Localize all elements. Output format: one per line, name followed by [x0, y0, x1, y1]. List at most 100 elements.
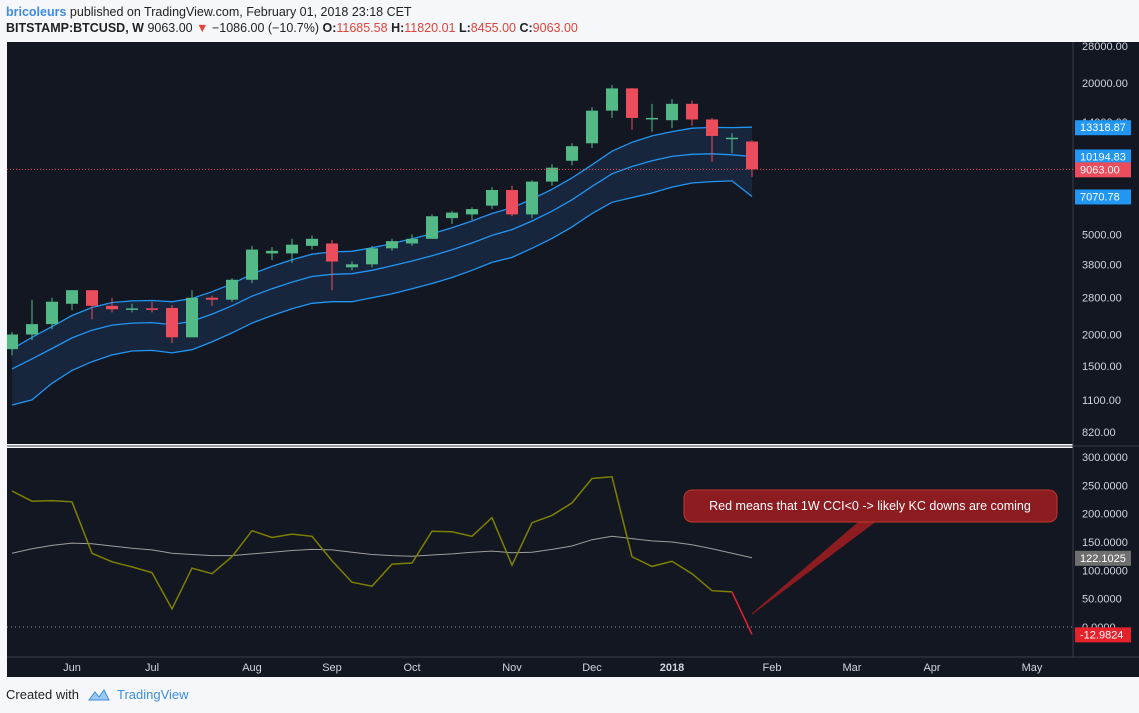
- publish-info: published on TradingView.com, February 0…: [69, 5, 412, 19]
- ohlc-line: BITSTAMP:BTCUSD, W 9063.00 ▼ −1086.00 (−…: [6, 20, 578, 36]
- kc-lower-line: [11, 180, 753, 406]
- cci-line: [11, 475, 733, 611]
- price-tick-label: 28000.00: [1082, 41, 1128, 53]
- close-label: C:: [519, 21, 533, 35]
- candle-body: [586, 110, 598, 144]
- candle-body: [186, 297, 198, 338]
- cci-tick-label: 150.0000: [1082, 537, 1128, 549]
- price-tick-label: 1100.00: [1082, 395, 1121, 407]
- kc-upper-value-label: 13318.87: [1080, 122, 1126, 134]
- candle-body: [686, 103, 698, 120]
- last-price-label: 9063.00: [1080, 164, 1120, 176]
- cci-tick-label: 200.0000: [1082, 509, 1128, 521]
- tradingview-link[interactable]: TradingView: [87, 687, 189, 702]
- kc-upper-value-label-bg: [1075, 120, 1131, 136]
- chart-header: bricoleurs published on TradingView.com,…: [6, 4, 578, 36]
- last-price: 9063.00: [147, 21, 193, 35]
- candle-body: [706, 119, 718, 136]
- time-tick-label: Jul: [145, 662, 159, 674]
- time-tick-label: 2018: [660, 662, 684, 674]
- time-tick-label: Sep: [322, 662, 342, 674]
- cci-tick-label: 250.0000: [1082, 480, 1128, 492]
- price-tick-label: 1500.00: [1082, 361, 1122, 373]
- candle-body: [486, 190, 498, 206]
- publish-line: bricoleurs published on TradingView.com,…: [6, 4, 578, 20]
- open-value: 11685.58: [336, 21, 388, 35]
- kc-middle-value-label: 10194.83: [1080, 151, 1126, 163]
- cci-ma-value-bg: [1075, 550, 1131, 566]
- candle-body: [606, 88, 618, 111]
- time-tick-label: Aug: [242, 662, 262, 674]
- price-series: [7, 84, 758, 406]
- candle-body: [526, 181, 538, 215]
- cci-tick-label: 50.0000: [1082, 594, 1122, 606]
- price-tick-label: 3800.00: [1082, 259, 1122, 271]
- candle-body: [646, 117, 658, 120]
- candle-body: [266, 250, 278, 254]
- candle-body: [466, 209, 478, 215]
- cci-ma-value-label: 122.1025: [1080, 553, 1126, 565]
- candle-body: [206, 297, 218, 300]
- high-label: H:: [391, 21, 405, 35]
- candle-body: [126, 308, 138, 310]
- price-tick-label: 2800.00: [1082, 293, 1122, 305]
- candle-body: [86, 290, 98, 306]
- candle-body: [26, 324, 38, 335]
- cci-ma-line: [11, 535, 753, 559]
- kc-upper-line: [11, 126, 753, 350]
- candle-body: [7, 334, 18, 350]
- callout-box: [683, 489, 1058, 523]
- candle-body: [346, 264, 358, 268]
- cci-value-label: -12.9824: [1080, 629, 1123, 641]
- candle-body: [386, 241, 398, 249]
- candle-body: [406, 238, 418, 244]
- time-tick-label: Feb: [763, 662, 782, 674]
- time-axis-area: [7, 657, 1139, 677]
- cci-negative-segment: [731, 591, 753, 635]
- time-tick-label: Apr: [923, 662, 940, 674]
- time-tick-label: Jun: [63, 662, 81, 674]
- candle-body: [546, 167, 558, 182]
- high-value: 11820.01: [404, 21, 456, 35]
- candle-body: [366, 248, 378, 265]
- down-arrow-icon: ▼: [196, 21, 209, 35]
- open-label: O:: [322, 21, 337, 35]
- price-pane: [7, 42, 1073, 444]
- price-tick-label: 820.00: [1082, 427, 1116, 439]
- time-tick-label: Dec: [582, 662, 602, 674]
- callout-text: Red means that 1W CCI<0 -> likely KC dow…: [709, 499, 1031, 513]
- price-tick-label: 2000.00: [1082, 330, 1122, 342]
- kc-lower-value-label-bg: [1075, 189, 1131, 205]
- candle-body: [226, 279, 238, 300]
- kc-middle-value-label-bg: [1075, 149, 1131, 165]
- candle-body: [426, 216, 438, 239]
- author-name[interactable]: bricoleurs: [6, 5, 67, 19]
- candle-body: [566, 146, 578, 161]
- footer: Created with TradingView: [6, 687, 189, 702]
- last-price-label-bg: [1075, 162, 1131, 178]
- symbol-label: BITSTAMP:BTCUSD, W: [6, 21, 144, 35]
- brand-label: TradingView: [116, 687, 189, 702]
- time-tick-label: Mar: [843, 662, 862, 674]
- created-with-text: Created with: [6, 687, 79, 702]
- cci-tick-label: 100.0000: [1082, 565, 1128, 577]
- price-tick-label: 20000.00: [1082, 78, 1128, 90]
- candle-body: [306, 238, 318, 246]
- close-value: 9063.00: [532, 21, 578, 35]
- candle-body: [106, 305, 118, 310]
- candle-body: [146, 308, 158, 310]
- candle-body: [666, 103, 678, 121]
- price-change: −1086.00 (−10.7%): [211, 21, 319, 35]
- indicator-pane: [7, 448, 1073, 657]
- candle-body: [166, 307, 178, 338]
- low-label: L:: [458, 21, 471, 35]
- candle-body: [506, 190, 518, 215]
- candle-body: [46, 301, 58, 325]
- candle-body: [286, 244, 298, 254]
- price-tick-label: 5000.00: [1082, 229, 1122, 241]
- candle-body: [446, 212, 458, 219]
- candle-body: [626, 88, 638, 118]
- candle-body: [246, 249, 258, 280]
- kc-middle-line: [11, 153, 753, 370]
